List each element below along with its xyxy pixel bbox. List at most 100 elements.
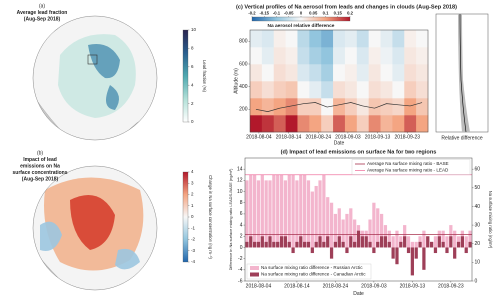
bar [287,174,291,248]
heat-cell [309,30,322,48]
heat-cell [297,81,310,99]
colorbar-tick-label: 4 [191,169,194,174]
bar [260,236,264,248]
heat-cell [333,47,346,65]
bar [303,241,307,248]
y2-tick-label: 10 [475,260,481,266]
heat-cell [250,47,263,65]
heat-cell [380,98,393,116]
y-tick-label: -2 [238,256,243,262]
heat-cell [321,115,334,133]
heat-cell [404,64,417,82]
bar [260,174,264,248]
bar [314,241,318,248]
bar [245,241,249,248]
legend-label: Average Na surface mixing ratio - LEAD [367,168,449,173]
colorbar-tick-label: -0.15 [259,11,269,16]
heat-cell [344,81,358,99]
profile-band [458,14,470,132]
heat-cell [416,64,429,82]
heat-cell [356,115,369,133]
bar [329,247,334,259]
heat-cell [273,115,286,133]
heat-cell [368,115,381,133]
plot-frame [249,29,429,133]
map-frame [32,165,158,291]
heat-cell [297,47,310,65]
heat-cell [356,98,369,116]
panel-title: Average lead fraction [17,10,68,16]
heat-cell [309,47,322,65]
bar [310,191,314,248]
colorbar-tick-label: 0.15 [334,11,343,16]
bar [406,236,411,248]
y-tick-label: 4 [240,222,243,228]
heat-cell [285,115,298,133]
legend-label: Na surface mixing ratio difference - Can… [261,272,366,277]
heat-cell [250,64,263,82]
bar [303,174,307,248]
colorbar [251,16,351,22]
x-tick-label: 2018-09-13 [365,134,391,140]
bar [349,208,353,248]
heat-cell [404,47,417,65]
bar [322,174,326,248]
bar [318,180,322,248]
bar [468,241,472,248]
heat-cell [392,115,405,133]
heat-cell [368,30,381,48]
bar [322,241,326,248]
heat-cell [416,81,429,99]
bar [276,241,280,248]
bar [264,180,268,248]
heat-cell [416,98,429,116]
x-tick-label: 2018-09-03 [335,134,361,140]
heat-cell [368,64,381,82]
colorbar-tick-label: -2 [191,237,195,242]
x-tick-label: 2018-09-03 [361,283,387,289]
heat-cell [297,30,310,48]
colorbar-tick-label: 4 [191,82,194,87]
panel-title: emissions on Na [20,163,60,169]
colorbar-tick-label: 8 [191,46,194,51]
bar [387,241,391,248]
y2-tick-label: 30 [475,222,481,228]
panel-title: (d) Impact of lead emissions on surface … [281,149,437,155]
bar [456,241,461,248]
heat-cell [380,115,393,133]
heat-cell [404,98,417,116]
y-tick-label: 600 [239,61,248,67]
bar [345,213,349,248]
bar [387,230,391,248]
colorbar-tick-label: 3 [191,180,194,185]
y-axis-label: Difference in Na surface mixing ratio LE… [228,168,233,270]
bar [379,213,384,248]
bar [414,247,418,259]
colorbar-label: Na aerosol relative difference [268,23,335,29]
bar [337,208,341,248]
colorbar-tick-label: -0.2 [248,11,256,16]
bar [426,236,430,248]
panel-title: Impact of lead [23,157,57,163]
legend [246,263,372,280]
bar [395,247,399,265]
heat-cell [321,81,334,99]
bar [341,219,345,248]
bar [464,247,468,254]
map-a [33,16,157,140]
heat-cell [297,115,310,133]
heat-cell [416,47,429,65]
bar [310,247,314,254]
bar [445,247,449,254]
y2-tick-label: 50 [475,185,481,191]
bar [291,247,295,254]
panel-title: (a) [39,3,45,9]
heat-cell [273,64,286,82]
heat-cell [309,64,322,82]
bar [437,236,441,248]
bar [333,241,338,248]
bar [356,230,361,248]
heat-cell [321,98,334,116]
heat-cell [392,30,405,48]
y-tick-label: 400 [239,84,248,90]
